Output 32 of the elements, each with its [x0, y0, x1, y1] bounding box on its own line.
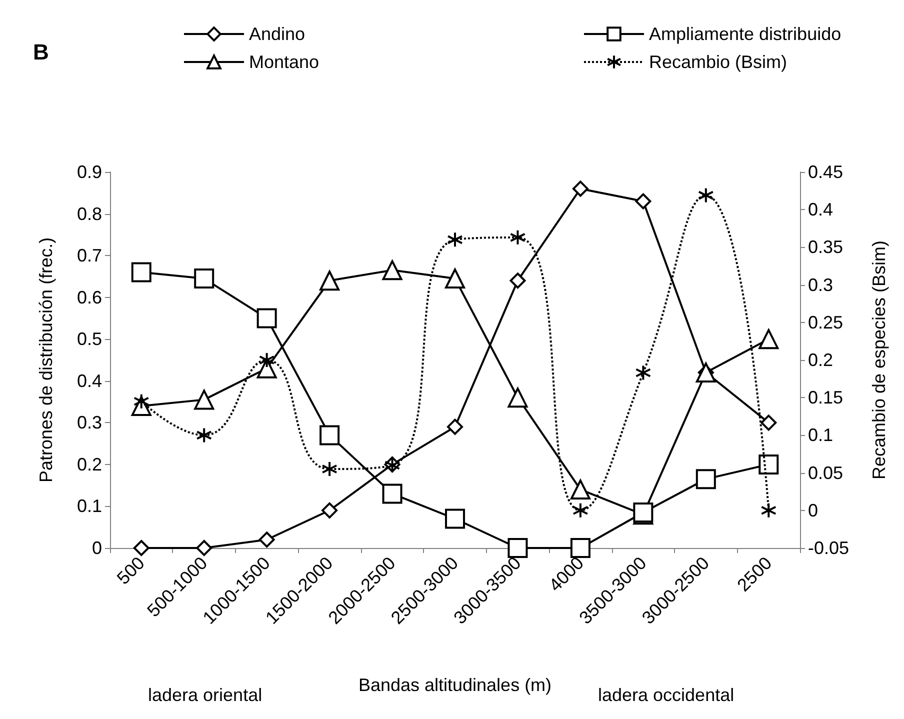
y-tick-label: 0.3	[76, 412, 102, 433]
y-tick-label: 0.2	[76, 454, 102, 474]
y-tick-label: 0.4	[76, 370, 102, 391]
text: ladera occidental	[598, 685, 734, 705]
y2-tick-label: -0.05	[808, 538, 850, 558]
text: ladera oriental	[148, 685, 262, 705]
y2-tick-label: 0.45	[808, 162, 844, 182]
legend-label: Recambio (Bsim)	[649, 52, 788, 72]
x-axis-title: Bandas altitudinales (m)	[358, 675, 552, 695]
y2-tick-label: 0.1	[808, 425, 834, 446]
y2-tick-label: 0.15	[808, 388, 844, 408]
legend-label: Montano	[249, 52, 320, 72]
x-tick-label: 500	[113, 552, 148, 588]
y-tick-label: 0	[92, 538, 102, 558]
y2-tick-label: 0.05	[808, 462, 844, 483]
y-tick-label: 0.6	[76, 287, 102, 308]
y-tick-label: 0.1	[76, 496, 102, 516]
y-tick-label: 0.8	[76, 204, 102, 224]
y2-tick-label: 0.3	[808, 274, 834, 295]
y-tick-label: 0.7	[76, 246, 102, 266]
y-axis-title: Patrones de distribución (frec.)	[36, 237, 56, 483]
y-tick-label: 0.5	[76, 329, 102, 350]
y2-tick-label: 0.35	[808, 237, 844, 258]
y2-axis-title: Recambio de especies (Bsim)	[869, 240, 889, 480]
legend-label: Andino	[249, 24, 306, 44]
y-tick-label: 0.9	[76, 162, 102, 182]
y2-tick-label: 0.2	[808, 350, 834, 370]
y2-tick-label: 0.25	[808, 312, 844, 332]
y2-tick-label: 0	[808, 500, 818, 520]
y2-tick-label: 0.4	[808, 200, 834, 220]
legend-label: Ampliamente distribuido	[649, 24, 842, 44]
chart-title: B	[33, 40, 49, 64]
